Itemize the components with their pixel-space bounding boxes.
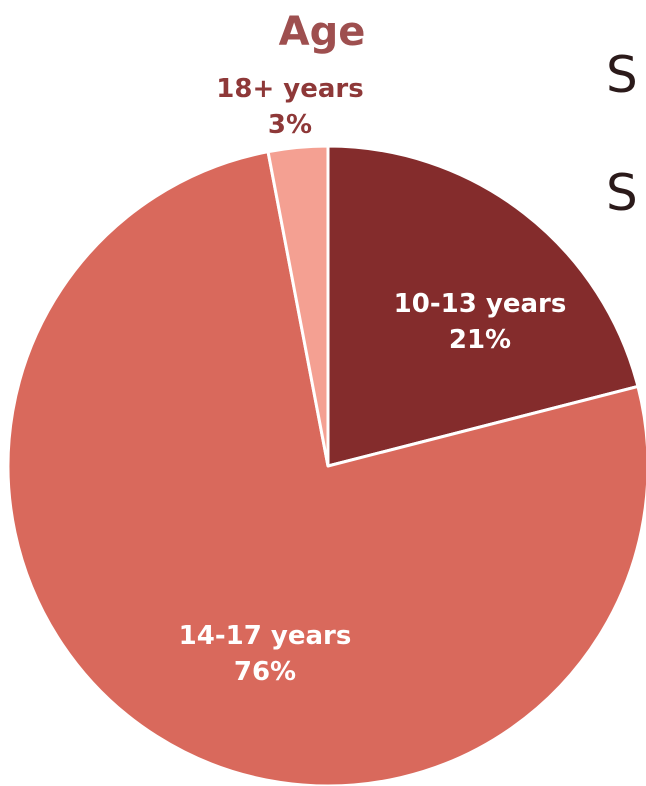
background-text-2: S bbox=[606, 164, 638, 222]
pie-slices bbox=[6, 144, 646, 786]
background-text-1: S bbox=[606, 46, 638, 104]
slice-percent-14-17-years: 76% bbox=[234, 657, 296, 687]
slice-percent-10-13-years: 21% bbox=[449, 325, 511, 355]
pie-slice-10-13-years bbox=[326, 144, 640, 468]
slice-label-10-13-years: 10-13 years bbox=[394, 289, 567, 319]
pie-slice-14-17-years bbox=[6, 150, 646, 786]
chart-title: Age bbox=[279, 9, 366, 55]
pie-labels: 10-13 years 21% 14-17 years 76% 18+ years 3% bbox=[179, 74, 567, 687]
slice-percent-18-years: 3% bbox=[268, 110, 312, 140]
pie-slice-18-years bbox=[266, 144, 330, 468]
slice-label-14-17-years: 14-17 years bbox=[179, 621, 352, 651]
slice-label-18-years: 18+ years bbox=[216, 74, 363, 104]
